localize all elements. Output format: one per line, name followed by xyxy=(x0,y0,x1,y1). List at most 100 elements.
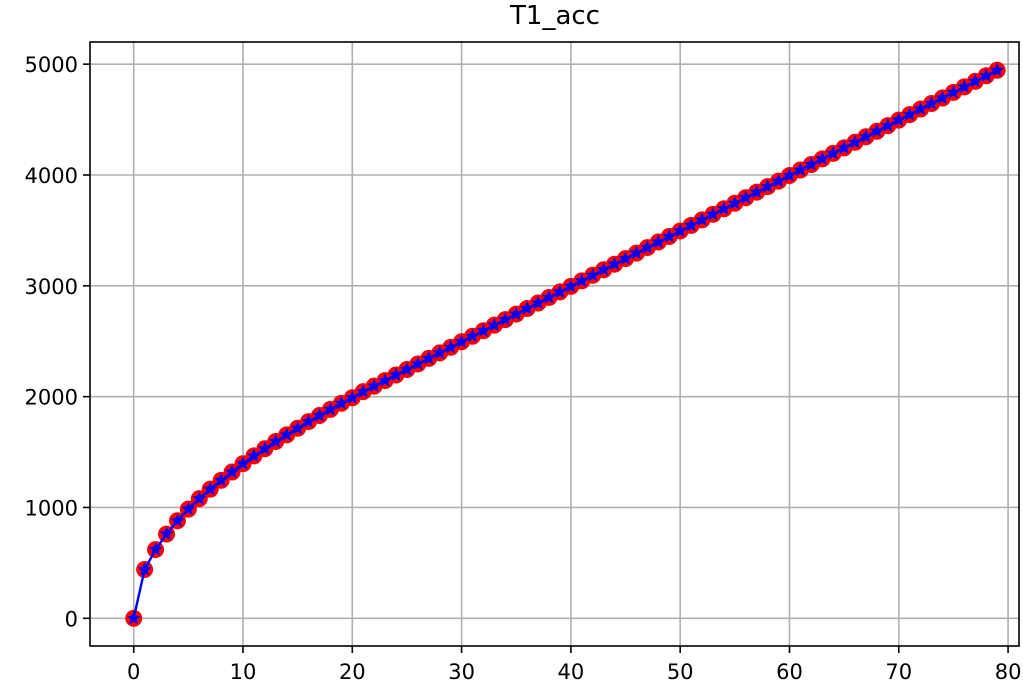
data-point-star xyxy=(290,420,305,435)
data-point-star xyxy=(301,414,316,428)
data-point-star xyxy=(498,312,513,326)
data-point-star xyxy=(858,129,874,143)
data-point-star xyxy=(378,373,393,387)
data-point-star xyxy=(793,162,808,177)
data-point-star xyxy=(345,390,360,404)
data-point-star xyxy=(399,362,415,376)
data-point-star xyxy=(214,472,229,487)
data-point-star xyxy=(935,90,950,104)
data-point-star xyxy=(476,323,491,337)
data-point-star xyxy=(454,334,469,348)
data-point-star xyxy=(257,441,272,455)
data-point-star xyxy=(520,301,535,315)
data-point-star xyxy=(771,173,786,188)
data-point-star xyxy=(968,73,983,88)
data-point-star xyxy=(760,179,775,193)
data-point-star xyxy=(574,273,589,287)
data-point-star xyxy=(148,542,163,556)
plot-frame xyxy=(89,41,1020,647)
x-tick-label: 20 xyxy=(339,660,366,684)
data-point-star xyxy=(170,513,185,527)
data-point-star xyxy=(181,501,196,516)
data-point-star xyxy=(705,206,721,221)
y-tick-label: 3000 xyxy=(25,275,78,299)
data-point-star xyxy=(137,562,152,576)
data-point-star xyxy=(662,229,677,243)
data-point-star xyxy=(224,464,240,479)
chart-title: T1_acc xyxy=(509,1,600,31)
x-tick-label: 40 xyxy=(558,660,585,684)
data-point-star xyxy=(684,217,699,232)
data-point-star xyxy=(509,306,524,321)
data-point-star xyxy=(694,212,710,226)
data-point-star xyxy=(279,427,294,441)
data-point-star xyxy=(388,367,404,382)
data-point-star xyxy=(596,262,611,276)
data-point-star xyxy=(312,408,327,422)
data-point-star xyxy=(541,290,557,304)
x-tick-label: 10 xyxy=(230,660,257,684)
x-tick-label: 70 xyxy=(885,660,912,684)
data-point-star xyxy=(847,134,863,149)
data-point-star xyxy=(727,195,742,210)
data-point-star xyxy=(421,350,436,365)
data-point-star xyxy=(837,140,852,154)
data-point-star xyxy=(356,384,371,398)
axis-ticks: 0 10 20 30 40 50 60 70 80 0 1000 2000 3000 4000 5000 xyxy=(25,53,1022,684)
y-tick-label: 0 xyxy=(65,607,78,631)
data-point-star xyxy=(957,79,972,93)
data-point-star xyxy=(738,190,753,204)
data-point-star xyxy=(246,448,262,462)
data-point-star xyxy=(552,284,568,298)
data-point-star xyxy=(367,378,382,393)
data-point-star xyxy=(815,151,830,165)
y-tick-label: 2000 xyxy=(25,386,78,410)
x-tick-label: 80 xyxy=(995,660,1022,684)
data-point-star xyxy=(946,84,961,99)
x-tick-label: 30 xyxy=(448,660,475,684)
data-point-star xyxy=(410,356,425,370)
data-point-star xyxy=(891,112,906,127)
data-point-star xyxy=(334,395,349,410)
data-point-star xyxy=(443,339,458,354)
data-point-star xyxy=(268,434,283,448)
data-point-star xyxy=(990,62,1005,77)
y-tick-label: 4000 xyxy=(25,164,78,188)
data-point-star xyxy=(640,240,655,254)
y-tick-label: 5000 xyxy=(25,53,78,77)
data-point-star xyxy=(902,107,917,121)
data-point-star xyxy=(913,101,928,116)
data-point-star xyxy=(323,401,338,416)
x-tick-label: 0 xyxy=(127,660,140,684)
data-point-star xyxy=(673,223,688,237)
data-point-star xyxy=(782,168,797,182)
y-tick-label: 1000 xyxy=(25,496,78,520)
data-point-star xyxy=(607,256,622,271)
data-point-star xyxy=(629,245,644,260)
data-point-star xyxy=(235,456,251,470)
x-tick-label: 50 xyxy=(667,660,694,684)
data-point-star xyxy=(465,328,480,343)
data-series xyxy=(125,61,1006,627)
data-point-star xyxy=(924,96,939,110)
data-point-star xyxy=(531,295,546,310)
data-point-star xyxy=(979,68,994,82)
data-point-star xyxy=(203,481,218,496)
data-point-star xyxy=(432,345,447,359)
data-point-star xyxy=(585,267,600,282)
data-point-star xyxy=(487,317,502,332)
data-point-star xyxy=(563,278,578,293)
data-point-star xyxy=(126,610,141,625)
data-point-star xyxy=(618,251,633,265)
data-point-star xyxy=(192,491,207,505)
data-point-star xyxy=(880,118,895,132)
data-point-star xyxy=(749,184,764,199)
x-tick-label: 60 xyxy=(776,660,803,684)
data-point-star xyxy=(804,157,819,171)
data-point-star xyxy=(651,234,666,249)
data-point-star xyxy=(716,201,731,215)
data-point-star xyxy=(826,145,841,160)
data-point-star xyxy=(869,123,885,138)
